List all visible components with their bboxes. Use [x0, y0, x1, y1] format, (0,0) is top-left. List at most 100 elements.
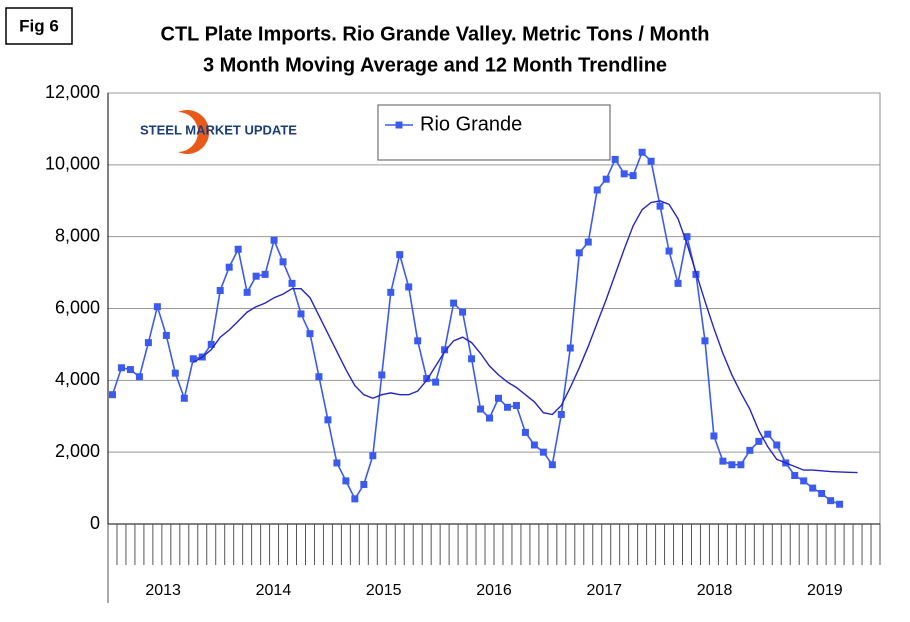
data-point — [234, 245, 242, 253]
data-point — [432, 378, 440, 386]
data-point — [279, 258, 287, 266]
data-point — [746, 446, 754, 454]
data-point — [378, 371, 386, 379]
data-point — [144, 339, 152, 347]
data-point — [629, 172, 637, 180]
data-point — [728, 461, 736, 469]
data-point — [494, 394, 502, 402]
data-point — [620, 170, 628, 178]
data-point — [450, 299, 458, 307]
data-point — [809, 484, 817, 492]
data-point — [638, 148, 646, 156]
data-point — [584, 238, 592, 246]
data-point — [818, 489, 826, 497]
data-point — [521, 428, 529, 436]
data-point — [566, 344, 574, 352]
data-point — [360, 480, 368, 488]
data-point — [557, 410, 565, 418]
data-point — [791, 472, 799, 480]
figure-label: Fig 6 — [19, 16, 59, 35]
data-point — [189, 355, 197, 363]
data-point — [503, 403, 511, 411]
data-point — [333, 459, 341, 467]
data-point — [674, 279, 682, 287]
data-point — [441, 346, 449, 354]
data-point — [180, 394, 188, 402]
x-group-label: 2017 — [586, 582, 622, 599]
data-point — [710, 432, 718, 440]
y-tick-label: 4,000 — [55, 369, 100, 389]
data-point — [683, 233, 691, 241]
data-point — [602, 175, 610, 183]
data-point — [117, 364, 125, 372]
data-point — [216, 287, 224, 295]
data-point — [405, 283, 413, 291]
data-point — [827, 497, 835, 505]
data-point — [306, 330, 314, 338]
data-point — [414, 337, 422, 345]
data-point — [270, 236, 278, 244]
y-tick-label: 6,000 — [55, 297, 100, 317]
data-point — [261, 270, 269, 278]
data-point — [647, 157, 655, 165]
data-point — [548, 461, 556, 469]
data-point — [108, 391, 116, 399]
chart-title: CTL Plate Imports. Rio Grande Valley. Me… — [161, 23, 710, 45]
data-point — [701, 337, 709, 345]
data-point — [126, 366, 134, 374]
data-point — [396, 251, 404, 259]
data-point — [477, 405, 485, 413]
data-point — [369, 452, 377, 460]
logo-text: STEEL MARKET UPDATE — [140, 122, 297, 137]
logo: STEEL MARKET UPDATE — [140, 110, 297, 154]
data-point — [719, 457, 727, 465]
x-group-label: 2015 — [366, 582, 402, 599]
legend-label: Rio Grande — [420, 113, 522, 135]
data-point — [737, 461, 745, 469]
x-group-label: 2018 — [697, 582, 733, 599]
x-group-label: 2014 — [256, 582, 292, 599]
y-tick-label: 8,000 — [55, 225, 100, 245]
data-point — [162, 331, 170, 339]
y-tick-label: 10,000 — [45, 154, 100, 174]
data-point — [135, 373, 143, 381]
data-point — [530, 441, 538, 449]
data-point — [656, 202, 664, 210]
x-group-label: 2016 — [476, 582, 512, 599]
data-point — [575, 249, 583, 257]
data-point — [755, 437, 763, 445]
data-point — [297, 310, 305, 318]
data-point — [225, 263, 233, 271]
legend-marker — [395, 121, 403, 129]
data-point — [800, 477, 808, 485]
data-point — [387, 288, 395, 296]
logo-swoosh — [178, 110, 210, 154]
data-point — [665, 247, 673, 255]
data-point — [593, 186, 601, 194]
data-point — [512, 401, 520, 409]
x-group-label: 2013 — [145, 582, 181, 599]
y-tick-label: 2,000 — [55, 441, 100, 461]
data-point — [315, 373, 323, 381]
series-line — [192, 200, 858, 474]
data-point — [468, 355, 476, 363]
series-line — [111, 150, 840, 505]
data-point — [207, 340, 215, 348]
data-point — [351, 495, 359, 503]
data-point — [611, 155, 619, 163]
data-point — [252, 272, 260, 280]
data-point — [539, 448, 547, 456]
data-point — [324, 416, 332, 424]
y-tick-label: 0 — [90, 513, 100, 533]
legend — [377, 104, 611, 161]
data-point — [243, 288, 251, 296]
figure-label-box — [5, 7, 73, 45]
y-tick-label: 12,000 — [45, 82, 100, 102]
data-point — [486, 414, 494, 422]
data-point — [773, 441, 781, 449]
data-point — [171, 369, 179, 377]
chart-subtitle: 3 Month Moving Average and 12 Month Tren… — [203, 54, 667, 76]
data-point — [423, 375, 431, 383]
data-point — [764, 430, 772, 438]
